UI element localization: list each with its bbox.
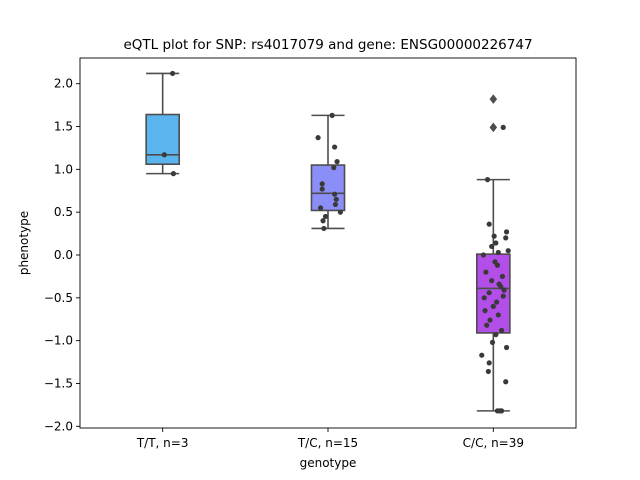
data-point xyxy=(494,299,500,305)
data-point xyxy=(483,269,489,275)
data-point xyxy=(499,273,506,280)
data-point xyxy=(332,201,339,208)
data-point xyxy=(321,225,327,232)
data-point xyxy=(489,278,495,284)
outlier-marker xyxy=(489,94,498,105)
data-point xyxy=(489,243,495,250)
data-point xyxy=(495,249,501,256)
data-point xyxy=(500,124,506,130)
data-point xyxy=(505,248,511,254)
y-tick-label: 0.0 xyxy=(54,248,73,262)
data-point xyxy=(169,70,176,77)
data-point xyxy=(495,312,501,318)
data-point xyxy=(332,144,338,150)
data-point xyxy=(320,218,326,224)
y-tick-label: 1.5 xyxy=(54,120,73,134)
data-point xyxy=(319,186,325,192)
data-point xyxy=(498,284,504,290)
data-point xyxy=(170,171,177,177)
data-point xyxy=(491,233,497,239)
data-point xyxy=(486,290,492,296)
x-tick-label: T/C, n=15 xyxy=(297,436,358,450)
data-point xyxy=(481,295,487,301)
y-tick-label: −1.0 xyxy=(44,334,73,348)
data-point xyxy=(329,112,335,118)
data-point xyxy=(319,181,325,187)
x-tick-label: T/T, n=3 xyxy=(136,436,189,450)
data-point xyxy=(479,352,485,358)
y-tick-label: −0.5 xyxy=(44,291,73,305)
data-point xyxy=(333,196,339,202)
data-point xyxy=(480,252,487,258)
data-point xyxy=(486,221,492,227)
data-point xyxy=(503,379,509,385)
data-point xyxy=(503,344,510,351)
data-point xyxy=(332,191,338,197)
data-point xyxy=(315,135,321,141)
data-point xyxy=(499,327,505,333)
y-tick-label: 2.0 xyxy=(54,77,73,91)
data-point xyxy=(503,229,510,235)
box-2 xyxy=(475,253,511,334)
data-point xyxy=(334,159,340,165)
outlier-marker xyxy=(489,122,498,133)
data-point xyxy=(490,303,496,309)
data-point xyxy=(482,308,488,314)
data-point xyxy=(501,287,507,293)
y-tick-label: −2.0 xyxy=(44,419,73,433)
data-point xyxy=(486,360,492,366)
x-tick-label: C/C, n=39 xyxy=(463,436,524,450)
data-point xyxy=(331,165,337,171)
data-point xyxy=(487,317,493,323)
x-axis-label: genotype xyxy=(300,456,357,470)
data-point xyxy=(493,240,499,246)
data-point xyxy=(489,339,496,345)
data-point xyxy=(337,209,343,215)
box-1 xyxy=(310,164,346,212)
data-point xyxy=(317,205,324,211)
y-tick-label: 0.5 xyxy=(54,205,73,219)
chart-title: eQTL plot for SNP: rs4017079 and gene: E… xyxy=(123,37,532,53)
data-point xyxy=(500,293,506,299)
data-point xyxy=(485,368,491,375)
y-axis-label: phenotype xyxy=(17,211,31,275)
data-point xyxy=(493,332,499,338)
data-point xyxy=(161,152,167,158)
data-point xyxy=(484,177,491,183)
data-point xyxy=(322,213,329,220)
data-point xyxy=(503,235,509,241)
data-point xyxy=(499,408,505,414)
y-tick-label: −1.5 xyxy=(44,376,73,390)
data-point xyxy=(494,262,501,268)
data-point xyxy=(484,322,490,328)
y-tick-label: 1.0 xyxy=(54,162,73,176)
